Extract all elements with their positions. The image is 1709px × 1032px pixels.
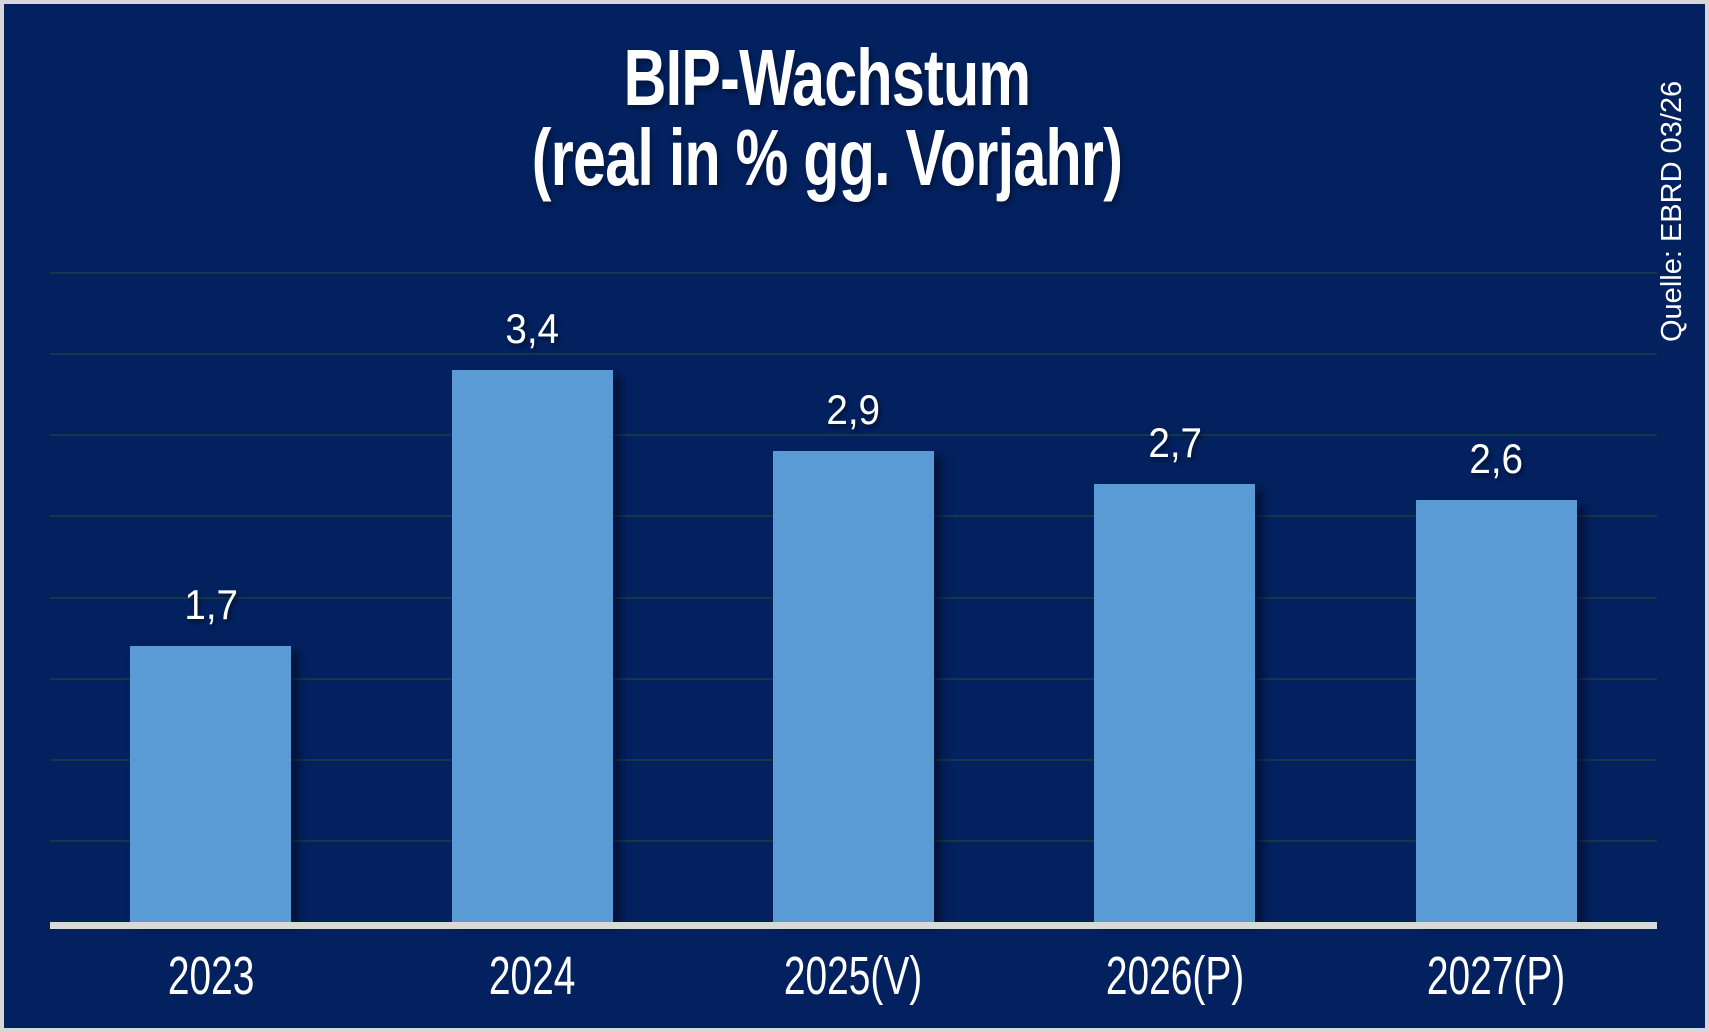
x-axis-label-text: 2024 <box>488 946 576 1006</box>
plot-area: 1,7 3,4 2,9 2,7 2,6 <box>50 272 1657 922</box>
bar-value-label: 2,6 <box>1469 435 1524 482</box>
bar-value-label: 1,7 <box>183 581 238 628</box>
x-axis-label: 2023 <box>50 948 371 1004</box>
x-axis-label: 2027(P) <box>1336 948 1657 1004</box>
bar-slot: 3,4 <box>371 273 692 922</box>
gridline <box>50 353 1657 356</box>
bar-value-label: 2,7 <box>1148 419 1202 466</box>
bars-layer: 1,7 3,4 2,9 2,7 2,6 <box>50 273 1657 922</box>
bar-value-label: 3,4 <box>505 305 559 352</box>
x-axis-line <box>50 922 1657 929</box>
bar <box>1415 500 1577 922</box>
x-axis-labels: 2023 2024 2025(V) 2026(P) 2027(P) <box>50 948 1657 1004</box>
x-axis-label: 2025(V) <box>693 948 1014 1004</box>
bar <box>1094 484 1256 922</box>
bar-value-label: 2,9 <box>826 386 881 433</box>
bar-slot: 2,9 <box>693 273 1014 922</box>
source-note: Quelle: EBRD 03/26 <box>1656 80 1688 342</box>
bar <box>130 646 292 922</box>
chart-title: BIP-Wachstum (real in % gg. Vorjahr) <box>4 38 1650 198</box>
bar-slot: 2,7 <box>1014 273 1335 922</box>
x-axis-label: 2024 <box>371 948 692 1004</box>
x-axis-label-text: 2026(P) <box>1105 946 1245 1006</box>
x-axis-label-text: 2023 <box>167 946 254 1006</box>
bar-slot: 2,6 <box>1336 273 1657 922</box>
gridline <box>50 272 1657 274</box>
x-axis-label-text: 2027(P) <box>1427 946 1566 1006</box>
bar <box>773 451 935 922</box>
bar-slot: 1,7 <box>50 273 371 922</box>
bar <box>451 370 613 922</box>
gridline <box>50 434 1657 437</box>
chart-title-line-2: (real in % gg. Vorjahr) <box>531 113 1123 202</box>
x-axis-label-text: 2025(V) <box>784 946 923 1006</box>
x-axis-label: 2026(P) <box>1014 948 1335 1004</box>
chart-title-line-1: BIP-Wachstum <box>623 33 1031 122</box>
